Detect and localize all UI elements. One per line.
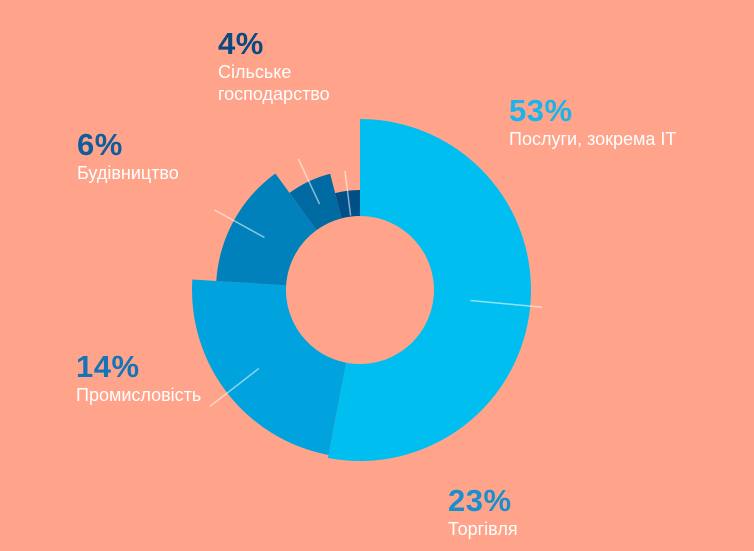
slice-agriculture [335, 190, 360, 219]
category-label: Будівництво [77, 163, 179, 183]
slice-construction [289, 173, 342, 231]
category-label: Промисловість [76, 385, 202, 405]
leader-trade [209, 367, 260, 408]
label-construction: 6% Будівництво [77, 128, 179, 184]
value-label: 4% [218, 26, 264, 61]
leader-industry [214, 209, 265, 239]
value-label: 14% [76, 349, 140, 384]
label-services: 53% Послуги, зокрема IT [509, 94, 676, 150]
label-industry: 14% Промисловість [76, 350, 201, 406]
slice-services [327, 119, 531, 461]
value-label: 53% [509, 93, 573, 128]
value-label: 6% [77, 127, 123, 162]
slice-trade [192, 279, 347, 456]
leader-construction [297, 158, 321, 205]
category-label: Послуги, зокрема IT [509, 129, 677, 149]
category-label: Торгівля [448, 519, 518, 539]
category-label: Сільське [218, 62, 292, 82]
slice-industry [216, 173, 317, 286]
leader-services [470, 299, 543, 308]
category-label-line2: господарство [218, 84, 330, 104]
value-label: 23% [448, 483, 512, 518]
label-trade: 23% Торгівля [448, 484, 518, 540]
leader-agriculture [344, 170, 352, 216]
label-agriculture: 4% Сільське господарство [218, 27, 330, 105]
